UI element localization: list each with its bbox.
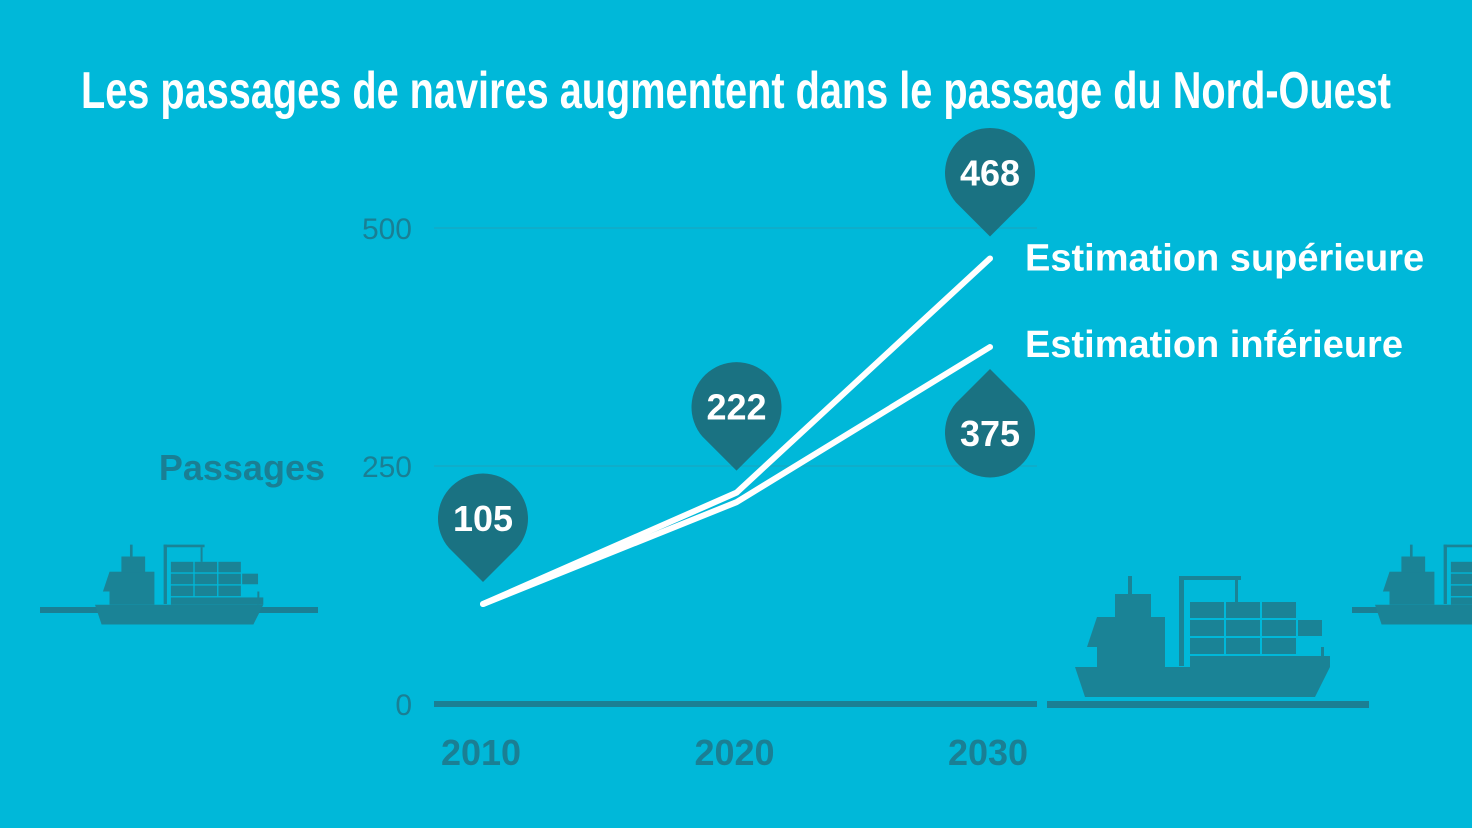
series-line bbox=[480, 344, 993, 608]
x-axis-ticks: 2010 2020 2030 bbox=[441, 732, 1028, 773]
data-labels: 105 222 468 375 bbox=[438, 127, 1035, 583]
data-label: 105 bbox=[453, 498, 513, 539]
pin-shape bbox=[945, 127, 1035, 237]
x-tick-label: 2030 bbox=[948, 732, 1028, 773]
pin-shape bbox=[944, 369, 1035, 478]
data-label-pin: 105 bbox=[438, 473, 528, 583]
pin-shape bbox=[691, 362, 782, 471]
data-label-pin: 222 bbox=[691, 362, 782, 471]
data-label: 222 bbox=[706, 387, 766, 428]
x-tick-label: 2010 bbox=[441, 732, 521, 773]
y-axis-label: Passages bbox=[159, 447, 325, 488]
series-lines bbox=[480, 255, 993, 608]
data-label-pin: 468 bbox=[945, 127, 1035, 237]
series-label: Estimation supérieure bbox=[1025, 237, 1424, 279]
waterline bbox=[1047, 701, 1369, 708]
x-axis-baseline bbox=[434, 701, 1037, 707]
chart-title: Les passages de navires augmentent dans … bbox=[81, 62, 1391, 120]
y-tick-label: 500 bbox=[362, 213, 412, 246]
y-tick-label: 250 bbox=[362, 451, 412, 484]
data-label: 468 bbox=[960, 152, 1020, 193]
cargo-ship-icon-left bbox=[40, 544, 318, 625]
data-label: 375 bbox=[960, 413, 1020, 454]
series-label: Estimation inférieure bbox=[1025, 324, 1403, 366]
y-axis-ticks: 0 250 500 bbox=[362, 213, 412, 722]
data-label-pin: 375 bbox=[944, 369, 1035, 478]
y-tick-label: 0 bbox=[395, 689, 412, 722]
series-labels: Estimation supérieure Estimation inférieu… bbox=[1025, 237, 1424, 366]
cargo-ship-icon-right bbox=[1047, 576, 1369, 708]
cargo-ship-icon-edge bbox=[1352, 544, 1472, 625]
x-tick-label: 2020 bbox=[694, 732, 774, 773]
pin-shape bbox=[438, 473, 528, 583]
